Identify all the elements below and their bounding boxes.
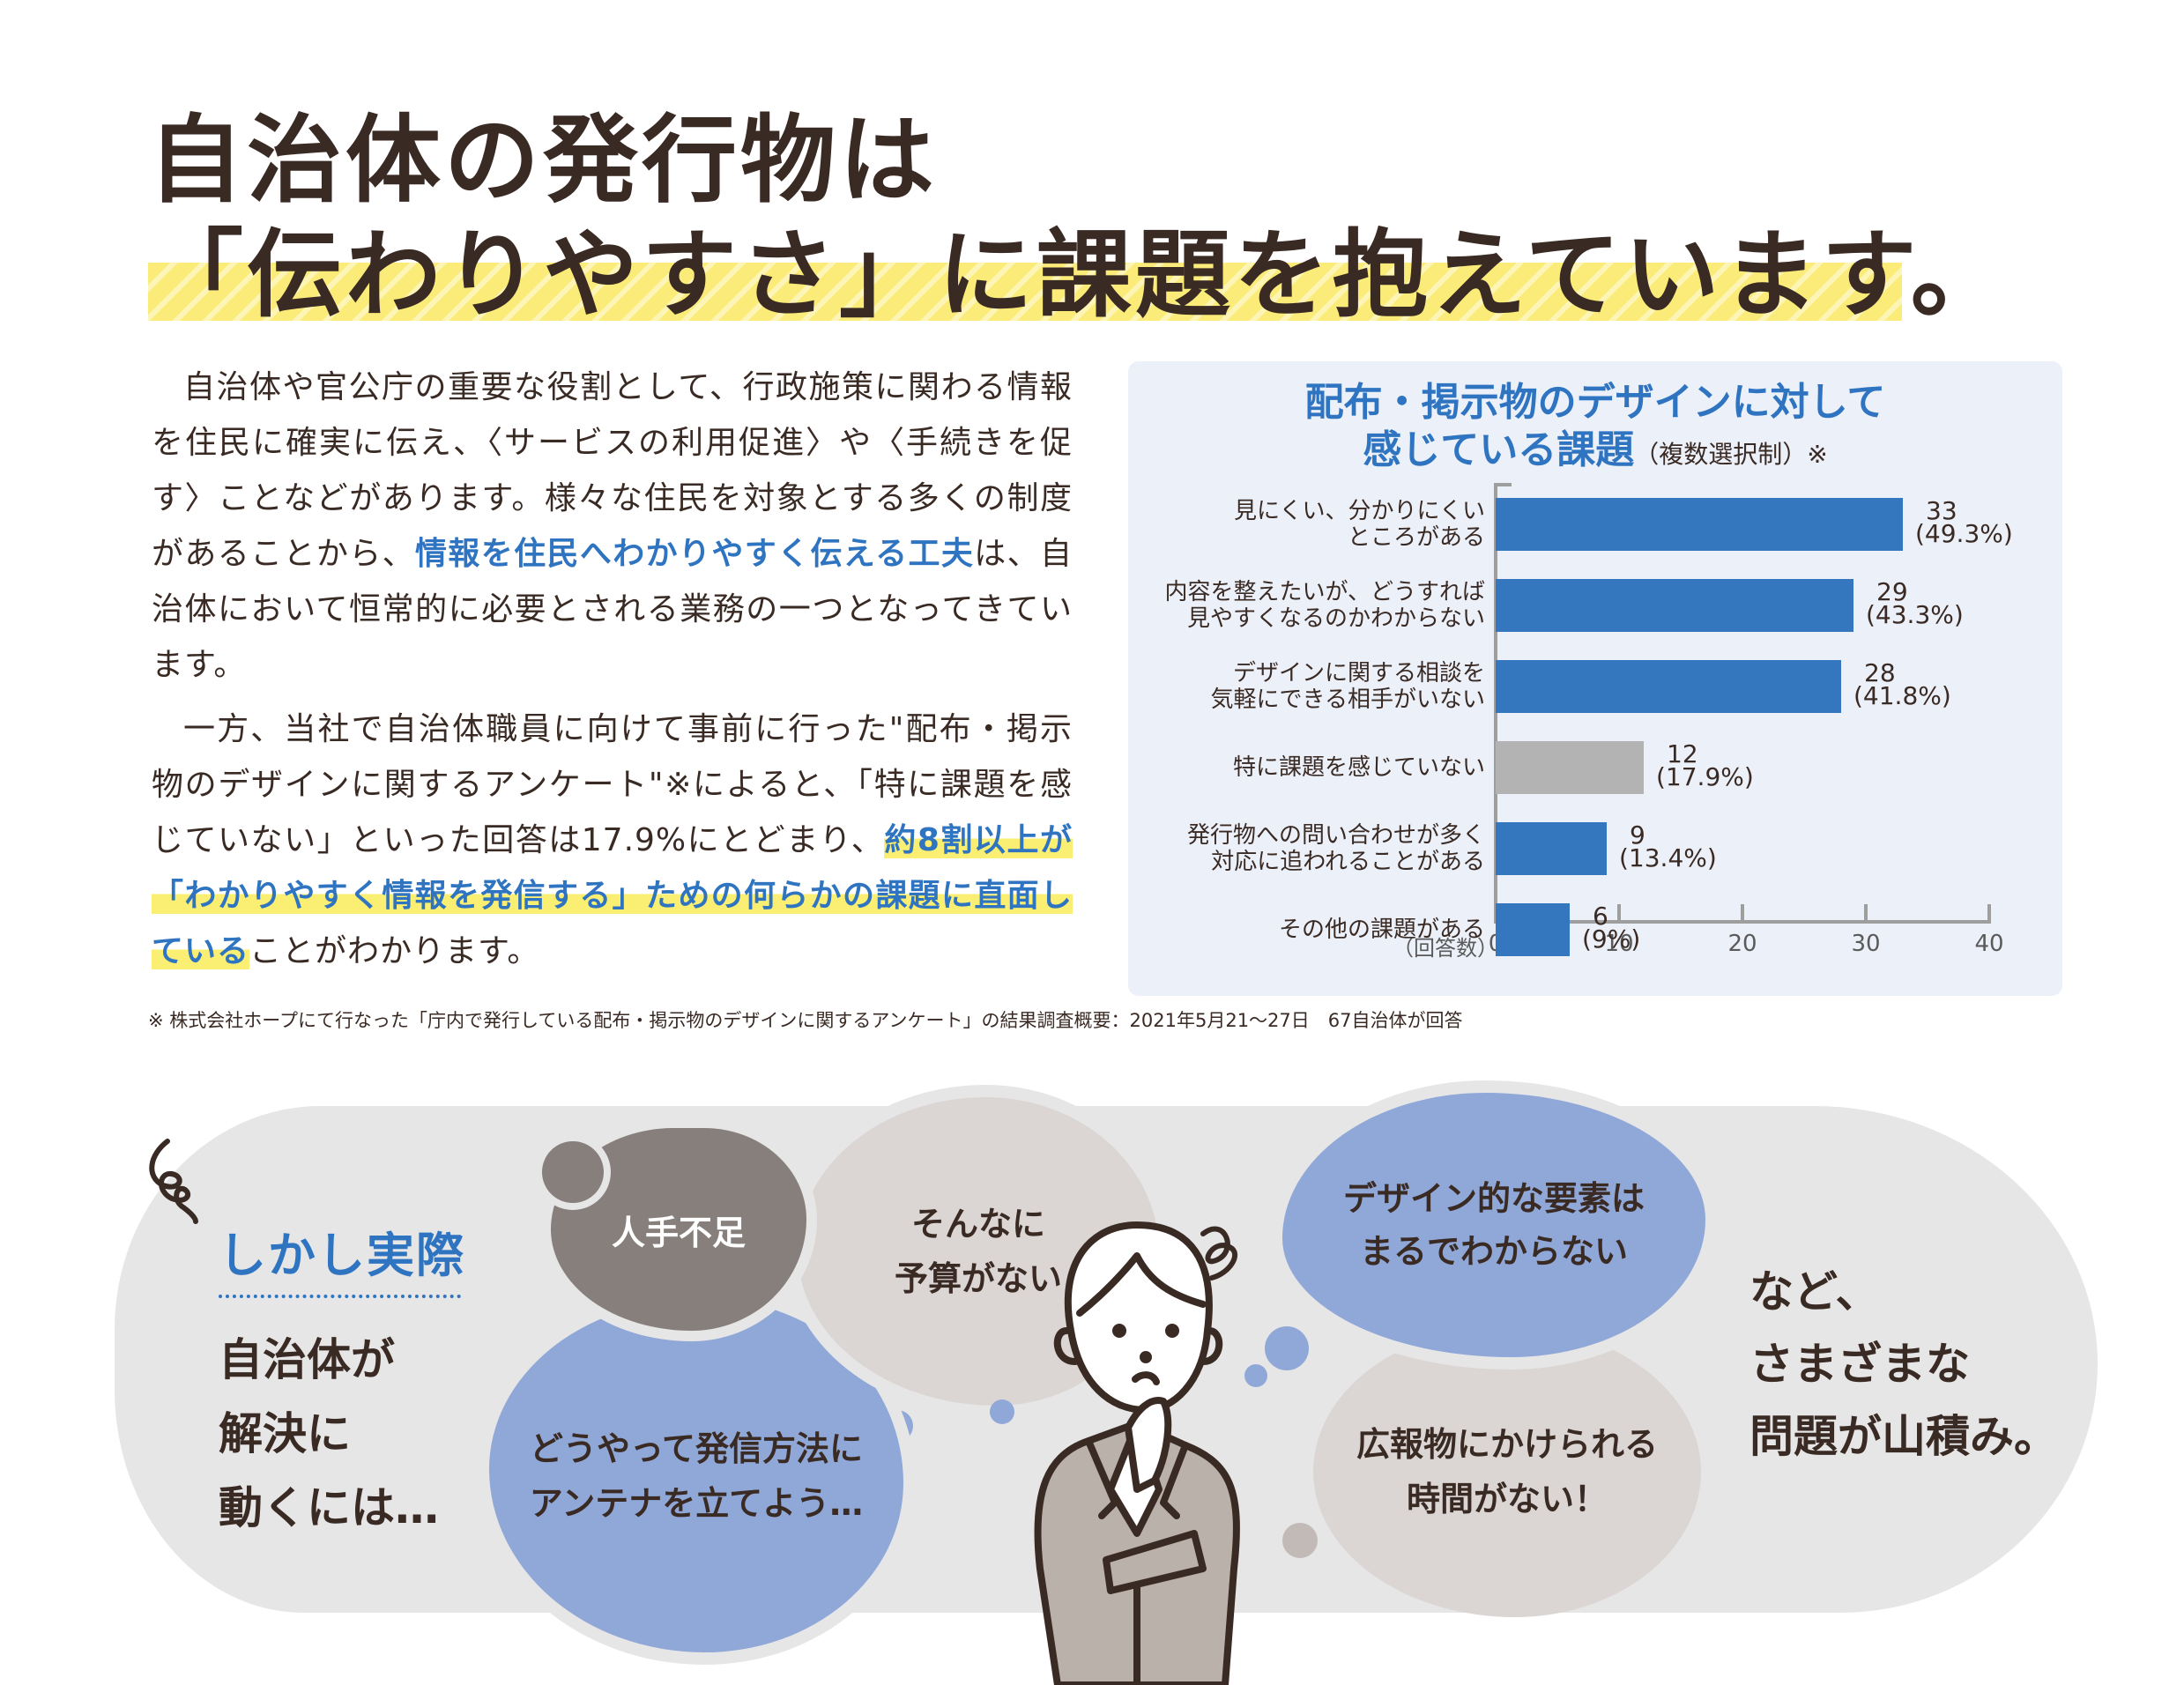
- chart-bar: [1496, 903, 1570, 956]
- category-line: 見やすくなるのかわからない: [1186, 605, 1485, 632]
- chart-bar: [1496, 822, 1607, 875]
- value-percent: (17.9%): [1656, 762, 1754, 791]
- chart-value-label: 12 (17.9%): [1656, 739, 1754, 791]
- chart-category-label: 内容を整えたいが、どうすれば 見やすくなるのかわからない: [1115, 579, 1485, 632]
- bubble-text-line: 予算がない: [894, 1259, 1062, 1298]
- chart-value-label: 28 (41.8%): [1853, 658, 1951, 710]
- thinking-person-illustration: [1034, 1221, 1240, 1685]
- chart-category-label: 特に課題を感じていない: [1115, 754, 1485, 781]
- page-title-line1: 自治体の発行物は: [148, 106, 939, 216]
- chart-bar: [1496, 579, 1853, 632]
- chart-tick: [1864, 904, 1868, 922]
- value-percent: (9%): [1582, 924, 1641, 954]
- bubble-text-line: デザイン的な要素は: [1342, 1179, 1645, 1218]
- chart-subtitle: （複数選択制）※: [1634, 440, 1828, 469]
- thought-dot: [542, 1141, 604, 1203]
- chart-category-label: 発行物への問い合わせが多く 対応に追われることがある: [1115, 822, 1485, 875]
- tail-line: 問題が山積み。: [1749, 1411, 2058, 1462]
- category-line: その他の課題がある: [1278, 917, 1485, 943]
- tail-line: さまざまな: [1749, 1339, 1970, 1390]
- value-count: 29: [1876, 577, 1908, 606]
- headline-highlight-band: [148, 263, 1902, 321]
- value-percent: (43.3%): [1866, 600, 1964, 629]
- paragraph-2: 一方、当社で自治体職員に向けて事前に行った"配布・掲示物のデザインに関するアンケ…: [152, 701, 1073, 979]
- chart-x-axis-label: （回答数）: [1393, 936, 1498, 961]
- thought-bubble-design: デザイン的な要素は まるでわからない: [1282, 1093, 1705, 1357]
- thought-dot: [1244, 1364, 1267, 1387]
- bubble-text-line: まるでわからない: [1359, 1232, 1628, 1271]
- category-line: 特に課題を感じていない: [1232, 754, 1485, 781]
- paragraph-1: 自治体や官公庁の重要な役割として、行政施策に関わる情報を住民に確実に伝え、〈サー…: [152, 360, 1073, 693]
- thought-dot: [1265, 1326, 1309, 1370]
- value-percent: (49.3%): [1915, 519, 2013, 548]
- category-line: 見にくい、分かりにくい: [1234, 498, 1485, 524]
- lead-line: 自治体が: [219, 1334, 395, 1385]
- value-count: 6: [1593, 902, 1608, 931]
- lead-body: 自治体が 解決に 動くには…: [219, 1323, 465, 1545]
- chart-title: 配布・掲示物のデザインに対して 感じている課題（複数選択制）※: [1137, 379, 2054, 479]
- paragraph-2-text-b: ことがわかります。: [249, 933, 540, 969]
- chart-tick-label: 30: [1851, 931, 1881, 957]
- value-percent: (41.8%): [1853, 681, 1951, 710]
- bubble-text-line: 時間がない！: [1406, 1480, 1608, 1518]
- bubble-text-line: どうやって発信方法に: [529, 1429, 864, 1468]
- value-count: 33: [1926, 496, 1957, 525]
- chart-category-label: その他の課題がある: [1115, 917, 1485, 943]
- chart-category-label: デザインに関する相談を 気軽にできる相手がいない: [1115, 660, 1485, 713]
- category-line: 気軽にできる相手がいない: [1210, 687, 1485, 713]
- category-line: デザインに関する相談を: [1232, 660, 1485, 687]
- value-count: 12: [1667, 739, 1698, 768]
- paragraph-1-text-b: は、自治体において恒常的に必要とされる業務の一つとなってきています。: [152, 536, 1073, 683]
- chart-bar: [1496, 741, 1644, 794]
- paragraph-1-text-a: 自治体や官公庁の重要な役割として、行政施策に関わる情報を住民に確実に伝え、〈サー…: [152, 369, 1073, 572]
- chart-value-label: 6 (9%): [1582, 902, 1641, 954]
- paragraph-2-text-a: 一方、当社で自治体職員に向けて事前に行った"配布・掲示物のデザインに関するアンケ…: [152, 711, 1073, 858]
- chart-title-line2: 感じている課題: [1363, 427, 1635, 472]
- footnote: ※ 株式会社ホープにて行なった「庁内で発行している配布・掲示物のデザインに関する…: [148, 1010, 1463, 1031]
- thought-dot: [1282, 1523, 1318, 1558]
- bubble-text-line: 広報物にかけられる: [1356, 1425, 1658, 1464]
- tail-text-block: など、 さまざまな 問題が山積み。: [1749, 1256, 2058, 1473]
- value-count: 28: [1864, 658, 1896, 687]
- lead-text-block: しかし実際 自治体が 解決に 動くには…: [219, 1216, 465, 1545]
- chart-value-label: 9 (13.4%): [1619, 820, 1717, 872]
- thought-bubble-antenna: どうやって発信方法に アンテナを立てよう…: [489, 1300, 903, 1652]
- tail-line: など、: [1749, 1266, 1880, 1318]
- chart-y-axis-cap: [1494, 483, 1512, 486]
- lead-line: 解決に: [219, 1408, 351, 1459]
- page-title: 自治体の発行物は 「伝わりやすさ」に課題を抱えています。: [148, 104, 2009, 333]
- chart-value-label: 33 (49.3%): [1915, 496, 2013, 548]
- chart-tick: [1741, 904, 1744, 922]
- chart-value-label: 29 (43.3%): [1866, 577, 1964, 629]
- chart-category-label: 見にくい、分かりにくい ところがある: [1115, 498, 1485, 551]
- bubble-text-line: アンテナを立てよう…: [529, 1484, 864, 1523]
- thought-dot: [990, 1399, 1014, 1424]
- chart-tick: [1987, 904, 1991, 922]
- chart-tick-label: 20: [1727, 931, 1757, 957]
- category-line: 対応に追われることがある: [1211, 849, 1485, 875]
- page-title-line2: 「伝わりやすさ」に課題を抱えています。: [148, 220, 2009, 330]
- category-line: ところがある: [1347, 524, 1485, 551]
- paragraph-1-highlight: 情報を住民へわかりやすく伝える工夫: [414, 536, 975, 572]
- category-line: 発行物への問い合わせが多く: [1186, 822, 1485, 849]
- chart-tick-label: 40: [1974, 931, 2004, 957]
- bubble-text-line: そんなに: [910, 1205, 1045, 1243]
- body-text: 自治体や官公庁の重要な役割として、行政施策に関わる情報を住民に確実に伝え、〈サー…: [152, 360, 1073, 988]
- lead-heading: しかし実際: [219, 1228, 465, 1283]
- chart-bar: [1496, 498, 1903, 551]
- dotted-divider: [219, 1295, 461, 1298]
- value-percent: (13.4%): [1619, 843, 1717, 872]
- category-line: 内容を整えたいが、どうすれば: [1164, 579, 1485, 605]
- value-count: 9: [1630, 820, 1645, 850]
- chart-bar: [1496, 660, 1841, 713]
- squiggle-icon: [149, 1139, 198, 1224]
- lead-line: 動くには…: [219, 1482, 439, 1533]
- bubble-text-line: 人手不足: [611, 1213, 746, 1252]
- chart-tick-label: 10: [1604, 931, 1634, 957]
- chart-title-line1: 配布・掲示物のデザインに対して: [1304, 380, 1886, 425]
- chart-x-axis: [1494, 920, 1991, 924]
- thought-bubble-time: 広報物にかけられる 時間がない！: [1313, 1326, 1701, 1617]
- chart-tick: [1617, 904, 1621, 922]
